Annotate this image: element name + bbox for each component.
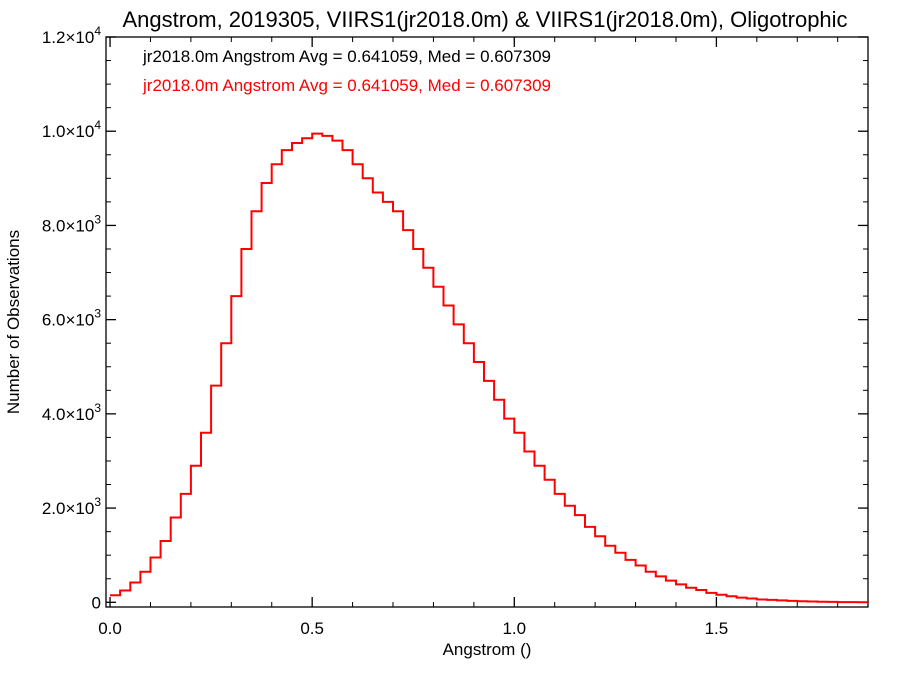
x-tick-label: 0.0 [98, 619, 122, 638]
annotations: jr2018.0m Angstrom Avg = 0.641059, Med =… [142, 47, 551, 95]
y-axis-ticks: 0 2.0×103 4.0×103 6.0×103 8.0×103 1.0×104 1.2×… [42, 24, 868, 612]
y-axis-label: Number of Observations [4, 230, 23, 414]
chart-title: Angstrom, 2019305, VIIRS1(jr2018.0m) & V… [122, 7, 847, 32]
y-tick-label: 6.0×103 [42, 307, 101, 330]
stats-annotation: jr2018.0m Angstrom Avg = 0.641059, Med =… [142, 47, 551, 66]
plot-frame [105, 36, 869, 608]
y-tick-label: 8.0×103 [42, 212, 101, 235]
series-layer [110, 132, 869, 604]
x-tick-label: 1.0 [502, 619, 526, 638]
y-tick-label: 0 [92, 593, 101, 612]
x-tick-label: 0.5 [300, 619, 324, 638]
x-tick-label: 1.5 [705, 619, 729, 638]
y-tick-label: 2.0×103 [42, 495, 101, 518]
histogram-series-line [110, 132, 869, 604]
plot-area-border [105, 36, 869, 608]
y-tick-label: 1.2×104 [42, 24, 101, 47]
x-axis-ticks: 0.0 0.5 1.0 1.5 [98, 37, 839, 638]
stats-annotation: jr2018.0m Angstrom Avg = 0.641059, Med =… [142, 76, 551, 95]
y-tick-label: 4.0×103 [42, 401, 101, 424]
y-tick-label: 1.0×104 [42, 118, 101, 141]
x-axis-label: Angstrom () [443, 640, 532, 659]
